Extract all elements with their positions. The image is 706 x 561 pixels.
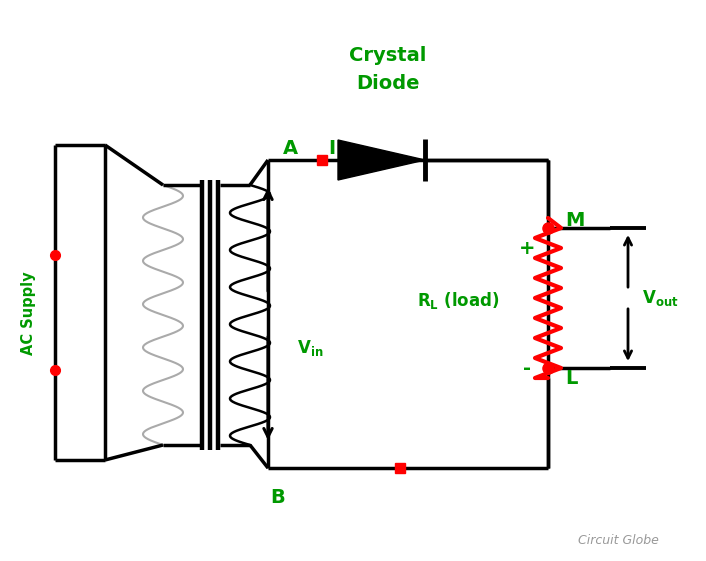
Text: M: M (565, 210, 585, 229)
Text: $\mathbf{V_{out}}$: $\mathbf{V_{out}}$ (642, 288, 678, 308)
Text: +: + (519, 238, 535, 257)
Text: I: I (328, 139, 335, 158)
Text: $\mathbf{R_L}$ (load): $\mathbf{R_L}$ (load) (417, 289, 499, 310)
Text: $\mathbf{V_{in}}$: $\mathbf{V_{in}}$ (297, 338, 323, 358)
Text: Crystal: Crystal (349, 45, 426, 65)
Text: B: B (270, 488, 285, 507)
Text: A: A (282, 139, 297, 158)
Text: Circuit Globe: Circuit Globe (578, 534, 659, 546)
Text: AC Supply: AC Supply (20, 271, 35, 355)
Polygon shape (338, 140, 425, 180)
Text: -: - (523, 358, 531, 378)
Text: L: L (565, 369, 578, 388)
Text: Diode: Diode (357, 73, 420, 93)
